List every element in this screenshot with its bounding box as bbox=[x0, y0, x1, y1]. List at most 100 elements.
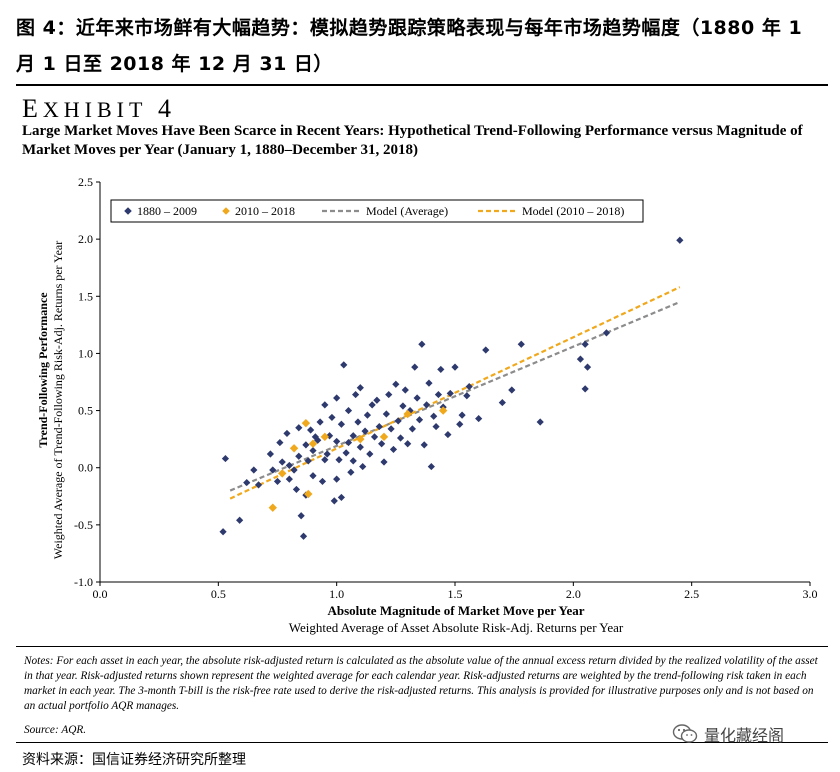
point-1880-2009 bbox=[370, 433, 379, 441]
legend-box bbox=[110, 199, 644, 223]
y-tick-label: -1.0 bbox=[74, 575, 93, 589]
point-2010-2018 bbox=[289, 444, 299, 453]
point-1880-2009 bbox=[581, 340, 589, 348]
point-1880-2009 bbox=[427, 462, 435, 471]
point-1880-2009 bbox=[337, 493, 345, 502]
legend-label: 1880 – 2009 bbox=[137, 204, 197, 218]
point-1880-2009 bbox=[278, 458, 286, 466]
title-rule bbox=[16, 84, 828, 86]
point-1880-2009 bbox=[456, 420, 464, 428]
point-1880-2009 bbox=[458, 411, 466, 419]
point-1880-2009 bbox=[297, 512, 305, 520]
wechat-icon bbox=[672, 724, 698, 743]
point-1880-2009 bbox=[335, 456, 343, 464]
y-tick-label: 2.0 bbox=[78, 232, 93, 246]
point-1880-2009 bbox=[354, 418, 362, 426]
point-1880-2009 bbox=[581, 385, 589, 393]
point-1880-2009 bbox=[333, 437, 341, 446]
point-1880-2009 bbox=[254, 481, 263, 489]
exhibit-label: EXHIBIT 4 bbox=[22, 94, 176, 124]
x-axis-label: Absolute Magnitude of Market Move per Ye… bbox=[327, 603, 584, 618]
point-1880-2009 bbox=[276, 438, 284, 447]
point-1880-2009 bbox=[408, 425, 416, 433]
point-1880-2009 bbox=[583, 363, 592, 371]
point-1880-2009 bbox=[328, 413, 336, 422]
point-1880-2009 bbox=[344, 438, 353, 447]
point-1880-2009 bbox=[378, 440, 386, 448]
point-2010-2018 bbox=[308, 439, 318, 448]
point-1880-2009 bbox=[318, 477, 327, 486]
point-1880-2009 bbox=[368, 401, 376, 409]
point-1880-2009 bbox=[361, 427, 369, 435]
y-tick-label: 0.0 bbox=[78, 461, 93, 475]
point-1880-2009 bbox=[356, 384, 364, 392]
cn-source: 资料来源：国信证券经济研究所整理 bbox=[22, 752, 246, 768]
point-1880-2009 bbox=[508, 386, 516, 394]
point-1880-2009 bbox=[373, 396, 381, 404]
point-1880-2009 bbox=[302, 441, 310, 449]
point-2010-2018 bbox=[268, 503, 277, 512]
point-1880-2009 bbox=[290, 466, 298, 474]
page-title: 图 4：近年来市场鲜有大幅趋势：模拟趋势跟踪策略表现与每年市场趋势幅度（1880… bbox=[16, 17, 803, 75]
point-1880-2009 bbox=[243, 478, 251, 487]
point-2010-2018 bbox=[356, 434, 365, 444]
scatter-chart: -1.0 -0.5 0.0 0.5 1.0 1.5 2.0 2.5 0.0 0.5 1.0 1.5 2.… bbox=[36, 175, 818, 635]
point-1880-2009 bbox=[366, 450, 374, 458]
point-1880-2009 bbox=[482, 346, 490, 354]
legend-marker-1 bbox=[222, 207, 230, 215]
point-1880-2009 bbox=[401, 386, 409, 394]
point-2010-2018 bbox=[304, 489, 313, 499]
point-1880-2009 bbox=[382, 410, 390, 418]
point-1880-2009 bbox=[430, 412, 438, 420]
x-tick-label: 2.0 bbox=[566, 587, 581, 601]
point-1880-2009 bbox=[375, 422, 383, 431]
point-1880-2009 bbox=[536, 418, 544, 426]
point-1880-2009 bbox=[396, 434, 405, 442]
point-1880-2009 bbox=[359, 462, 367, 471]
point-1880-2009 bbox=[333, 394, 341, 402]
legend-label: Model (2010 – 2018) bbox=[522, 204, 624, 218]
y-tick-label: -0.5 bbox=[74, 518, 93, 532]
point-1880-2009 bbox=[309, 472, 317, 480]
point-1880-2009 bbox=[292, 485, 301, 494]
notes-rule bbox=[16, 646, 828, 647]
chart-source: Source: AQR. bbox=[24, 724, 87, 736]
point-2010-2018 bbox=[438, 406, 448, 415]
point-1880-2009 bbox=[576, 355, 585, 363]
point-1880-2009 bbox=[676, 236, 684, 244]
point-1880-2009 bbox=[463, 392, 471, 400]
point-1880-2009 bbox=[352, 390, 360, 399]
point-1880-2009 bbox=[363, 411, 372, 419]
point-1880-2009 bbox=[283, 429, 291, 438]
point-1880-2009 bbox=[330, 497, 338, 505]
point-1880-2009 bbox=[434, 390, 443, 399]
point-1880-2009 bbox=[392, 380, 400, 388]
point-1880-2009 bbox=[420, 441, 428, 449]
y-axis-sublabel: Weighted Average of Trend-Following Risk… bbox=[51, 241, 65, 559]
model-lines bbox=[229, 286, 681, 500]
point-1880-2009 bbox=[389, 445, 398, 454]
point-1880-2009 bbox=[307, 426, 315, 434]
point-1880-2009 bbox=[437, 365, 445, 374]
x-tick-label: 0.5 bbox=[211, 587, 226, 601]
point-1880-2009 bbox=[269, 466, 277, 474]
legend-marker-0 bbox=[124, 207, 132, 215]
point-1880-2009 bbox=[411, 363, 419, 371]
watermark: 量化藏经阁 bbox=[672, 722, 784, 746]
point-1880-2009 bbox=[349, 457, 357, 465]
x-tick-label: 3.0 bbox=[803, 587, 818, 601]
point-2010-2018 bbox=[379, 432, 389, 442]
point-1880-2009 bbox=[304, 457, 312, 465]
point-2010-2018 bbox=[278, 469, 287, 478]
point-1880-2009 bbox=[321, 401, 329, 409]
legend-label: Model (Average) bbox=[366, 204, 448, 218]
x-tick-label: 0.0 bbox=[93, 587, 108, 601]
point-1880-2009 bbox=[221, 454, 230, 463]
point-1880-2009 bbox=[404, 440, 412, 448]
point-1880-2009 bbox=[451, 363, 459, 371]
data-points bbox=[219, 236, 684, 540]
model-line-recent bbox=[229, 286, 681, 500]
watermark-text: 量化藏经阁 bbox=[704, 726, 785, 745]
point-1880-2009 bbox=[285, 461, 293, 470]
point-1880-2009 bbox=[344, 406, 353, 415]
